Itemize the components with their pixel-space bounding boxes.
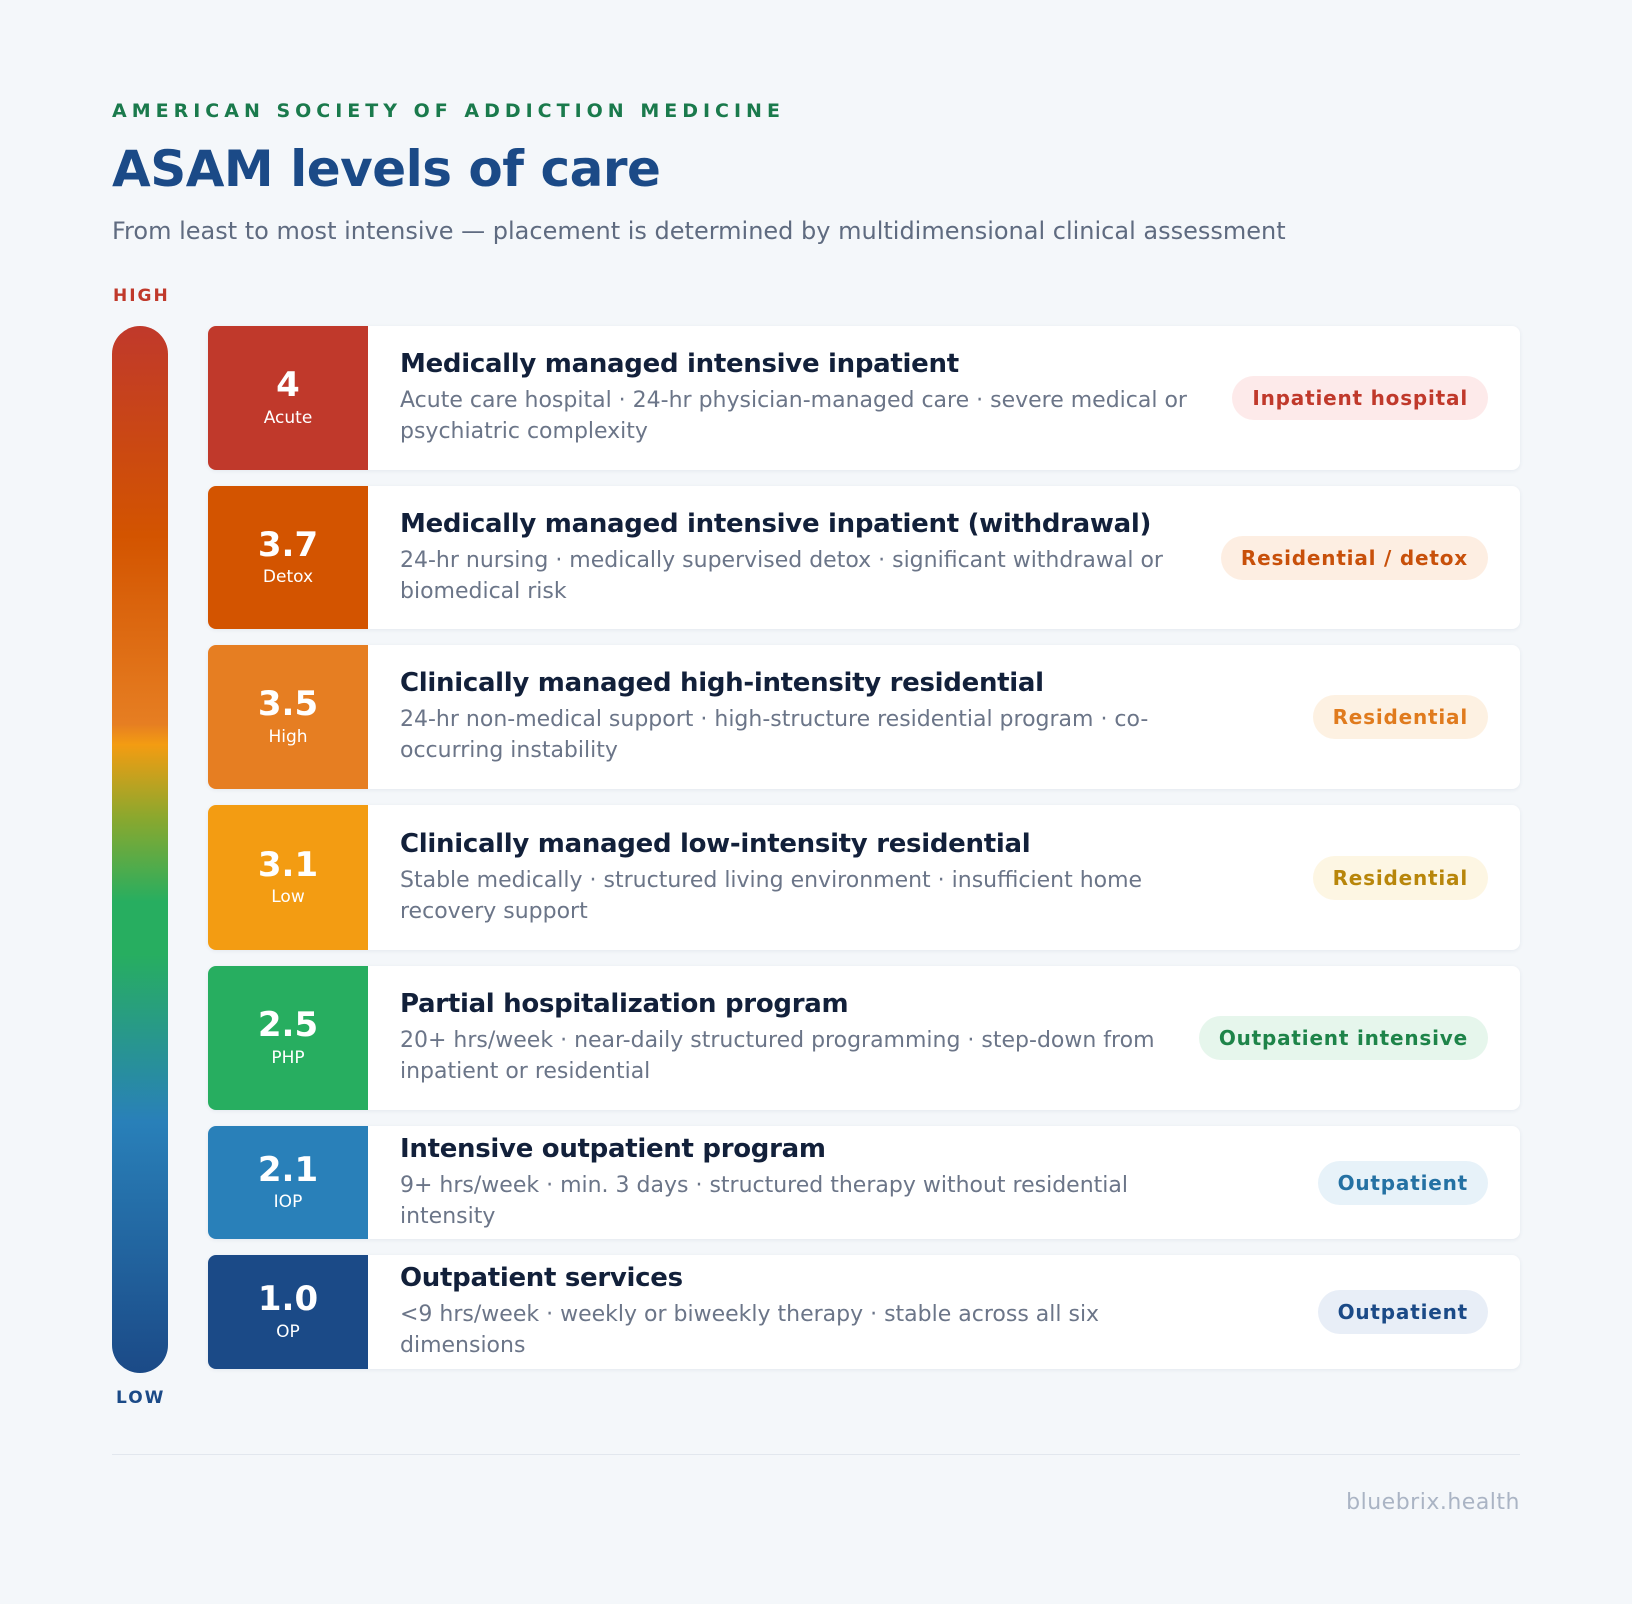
level-body: Intensive outpatient program 9+ hrs/week… bbox=[368, 1126, 1318, 1239]
level-body: Partial hospitalization program 20+ hrs/… bbox=[368, 966, 1199, 1110]
level-tile: 1.0 OP bbox=[208, 1255, 368, 1369]
level-code: 2.1 bbox=[257, 1149, 319, 1190]
setting-badge: Outpatient bbox=[1317, 1160, 1488, 1205]
level-tag: Low bbox=[271, 887, 305, 908]
setting-badge: Outpatient bbox=[1317, 1290, 1488, 1334]
level-code: 3.5 bbox=[257, 684, 319, 725]
scale-high-label: HIGH bbox=[113, 286, 170, 306]
level-code: 4 bbox=[276, 365, 300, 406]
level-title: Partial hospitalization program bbox=[400, 989, 849, 1019]
level-tile: 3.1 Low bbox=[208, 805, 368, 950]
level-title: Clinically managed high-intensity reside… bbox=[400, 668, 1044, 698]
level-body: Clinically managed high-intensity reside… bbox=[368, 645, 1313, 789]
level-body: Medically managed intensive inpatient (w… bbox=[368, 486, 1221, 629]
level-card: 3.1 Low Clinically managed low-intensity… bbox=[208, 805, 1520, 950]
level-description: 24-hr nursing · medically supervised det… bbox=[400, 547, 1163, 604]
level-code: 3.7 bbox=[257, 524, 319, 565]
setting-badge: Residential bbox=[1312, 855, 1488, 900]
level-description: 20+ hrs/week · near-daily structured pro… bbox=[400, 1028, 1155, 1084]
level-title: Medically managed intensive inpatient bbox=[400, 349, 959, 379]
level-card: 3.7 Detox Medically managed intensive in… bbox=[208, 486, 1520, 629]
level-card: 2.5 PHP Partial hospitalization program … bbox=[208, 966, 1520, 1110]
level-tag: High bbox=[268, 726, 308, 747]
level-description: Stable medically · structured living env… bbox=[400, 867, 1143, 924]
level-title: Clinically managed low-intensity residen… bbox=[400, 828, 1031, 859]
level-tile: 2.1 IOP bbox=[208, 1126, 368, 1239]
footer-divider bbox=[112, 1454, 1520, 1455]
level-description: 9+ hrs/week · min. 3 days · structured t… bbox=[400, 1172, 1128, 1229]
level-title: Intensive outpatient program bbox=[400, 1133, 826, 1164]
setting-badge: Inpatient hospital bbox=[1232, 376, 1488, 420]
level-description: <9 hrs/week · weekly or biweekly therapy… bbox=[400, 1302, 1100, 1358]
setting-badge: Residential / detox bbox=[1220, 535, 1488, 580]
level-body: Clinically managed low-intensity residen… bbox=[368, 805, 1313, 950]
level-tile: 2.5 PHP bbox=[208, 966, 368, 1110]
level-body: Outpatient services <9 hrs/week · weekly… bbox=[368, 1255, 1318, 1369]
scale-low-label: LOW bbox=[116, 1388, 166, 1408]
level-card: 3.5 High Clinically managed high-intensi… bbox=[208, 645, 1520, 789]
level-tag: IOP bbox=[273, 1192, 303, 1213]
level-description: Acute care hospital · 24-hr physician-ma… bbox=[400, 388, 1187, 444]
intensity-scale-bar bbox=[112, 326, 168, 1373]
level-card: 4 Acute Medically managed intensive inpa… bbox=[208, 326, 1520, 470]
levels-list: 4 Acute Medically managed intensive inpa… bbox=[208, 326, 1520, 1369]
level-code: 3.1 bbox=[257, 844, 319, 885]
brand-footer: bluebrix.health bbox=[1346, 1490, 1520, 1515]
level-card: 1.0 OP Outpatient services <9 hrs/week ·… bbox=[208, 1255, 1520, 1369]
level-tag: Acute bbox=[263, 407, 313, 428]
eyebrow-label: AMERICAN SOCIETY OF ADDICTION MEDICINE bbox=[112, 100, 785, 122]
level-tile: 4 Acute bbox=[208, 326, 368, 470]
level-tile: 3.7 Detox bbox=[208, 486, 368, 629]
level-tag: PHP bbox=[271, 1047, 305, 1068]
level-title: Outpatient services bbox=[400, 1263, 683, 1293]
page-subtitle: From least to most intensive — placement… bbox=[112, 217, 1286, 245]
level-card: 2.1 IOP Intensive outpatient program 9+ … bbox=[208, 1126, 1520, 1239]
setting-badge: Residential bbox=[1312, 695, 1488, 739]
level-title: Medically managed intensive inpatient (w… bbox=[400, 508, 1152, 539]
level-body: Medically managed intensive inpatient Ac… bbox=[368, 326, 1232, 470]
level-tag: OP bbox=[276, 1321, 300, 1342]
level-tile: 3.5 High bbox=[208, 645, 368, 789]
level-code: 2.5 bbox=[257, 1005, 319, 1046]
level-code: 1.0 bbox=[257, 1279, 319, 1320]
setting-badge: Outpatient intensive bbox=[1198, 1016, 1488, 1060]
level-tag: Detox bbox=[262, 567, 314, 588]
level-description: 24-hr non-medical support · high-structu… bbox=[400, 707, 1149, 763]
page-title: ASAM levels of care bbox=[112, 140, 661, 198]
